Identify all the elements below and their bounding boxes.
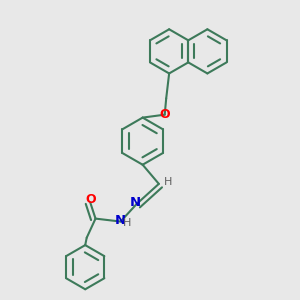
Text: O: O [85,193,95,206]
Text: H: H [123,218,131,228]
Text: O: O [159,108,170,121]
Text: H: H [164,176,172,187]
Text: N: N [130,196,141,209]
Text: N: N [114,214,125,227]
